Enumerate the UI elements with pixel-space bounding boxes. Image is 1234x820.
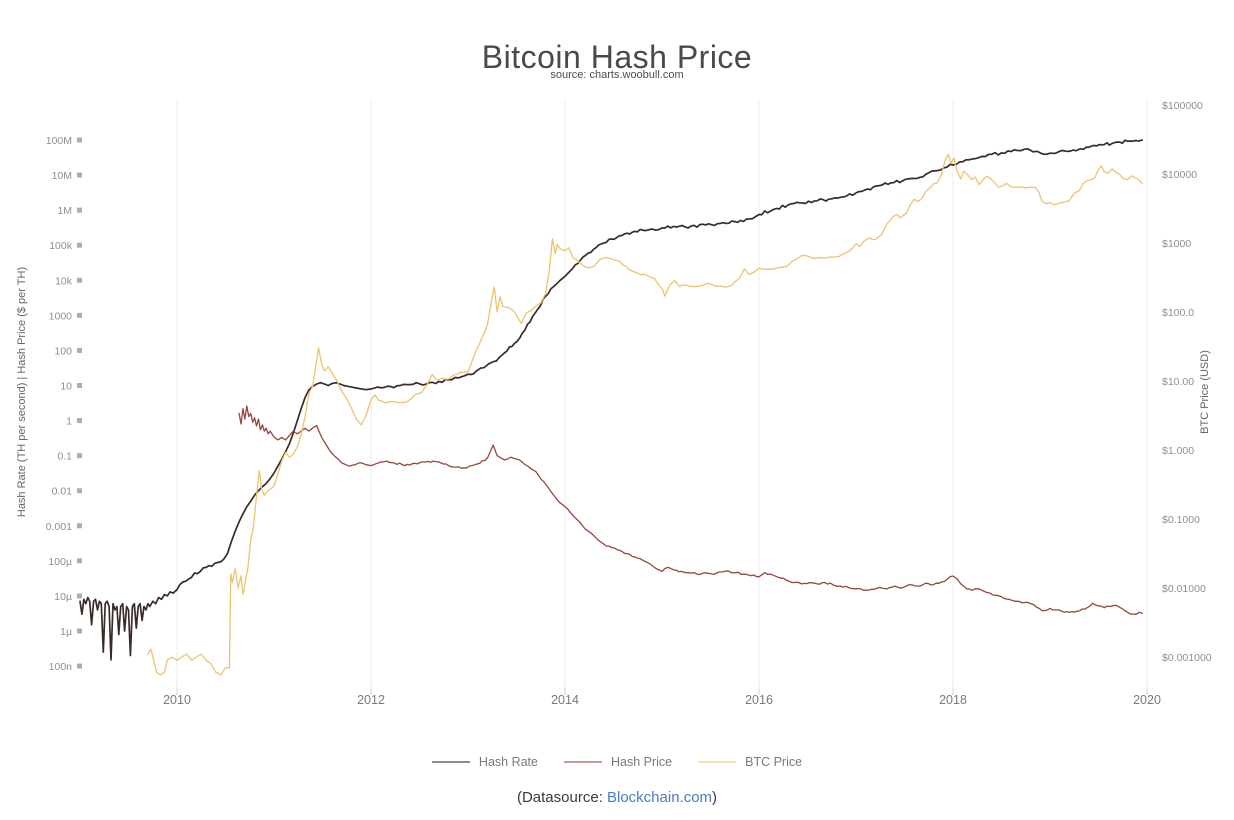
y-left-tick-label: 100n bbox=[49, 661, 73, 673]
y-left-tick-label: 1 bbox=[66, 416, 72, 428]
datasource-suffix: ) bbox=[712, 789, 718, 806]
y-left-tick-square bbox=[77, 277, 82, 283]
y-right-tick-label: $1000 bbox=[1162, 238, 1191, 250]
legend-item-btc-price[interactable]: BTC Price bbox=[698, 755, 802, 769]
legend-item-hash-price[interactable]: Hash Price bbox=[563, 755, 673, 769]
y-left-tick-square bbox=[77, 172, 82, 178]
y-left-tick-square bbox=[77, 488, 82, 494]
y-left-tick-label: 100M bbox=[46, 135, 72, 147]
y-left-tick-square bbox=[77, 593, 82, 599]
blockchain-link[interactable]: Blockchain.com bbox=[607, 789, 713, 806]
legend-label: Hash Price bbox=[610, 755, 673, 769]
btc-price-swatch bbox=[698, 761, 737, 763]
chart-title: Bitcoin Hash Price bbox=[481, 39, 753, 76]
legend-label: Hash Rate bbox=[478, 755, 538, 769]
y-right-tick-label: $100000 bbox=[1162, 100, 1203, 112]
legend-label: BTC Price bbox=[745, 755, 803, 769]
datasource-line: (Datasource: Blockchain.com) bbox=[0, 789, 1234, 806]
y-left-tick-label: 0.1 bbox=[57, 451, 72, 463]
y-left-tick-label: 10M bbox=[52, 170, 72, 182]
y-left-tick-square bbox=[77, 418, 82, 424]
left-axis-title: Hash Rate (TH per second) | Hash Price (… bbox=[16, 267, 28, 517]
y-left-tick-square bbox=[77, 242, 82, 248]
y-left-tick-label: 0.001 bbox=[46, 521, 72, 533]
y-right-tick-label: $10.00 bbox=[1162, 376, 1194, 388]
y-left-tick-square bbox=[77, 558, 82, 564]
y-left-tick-label: 1µ bbox=[60, 626, 72, 638]
series-hash-rate-line bbox=[79, 139, 1144, 661]
y-left-tick-square bbox=[77, 207, 82, 213]
y-left-tick-label: 10µ bbox=[54, 591, 72, 603]
y-right-tick-label: $0.001000 bbox=[1162, 652, 1212, 664]
y-left-tick-label: 1M bbox=[57, 205, 72, 217]
y-left-tick-square bbox=[77, 382, 82, 388]
x-tick-label: 2014 bbox=[551, 693, 579, 707]
y-right-tick-label: $0.1000 bbox=[1162, 514, 1200, 526]
x-tick-label: 2016 bbox=[745, 693, 773, 707]
x-tick-label: 2020 bbox=[1133, 693, 1161, 707]
y-left-tick-square bbox=[77, 347, 82, 353]
x-tick-label: 2012 bbox=[357, 693, 385, 707]
plot-area[interactable]: 2010 2012 2014 2016 2018 2020 100M 10M 1M 100k 10k… bbox=[0, 0, 1234, 750]
x-tick-label: 2010 bbox=[163, 693, 191, 707]
y-left-tick-label: 10 bbox=[60, 380, 72, 392]
y-left-tick-label: 100µ bbox=[48, 556, 72, 568]
right-axis-title: BTC Price (USD) bbox=[1199, 350, 1211, 434]
y-right-tick-label: $10000 bbox=[1162, 169, 1197, 181]
legend-item-hash-rate[interactable]: Hash Rate bbox=[431, 755, 538, 769]
x-tick-label: 2018 bbox=[939, 693, 967, 707]
y-left-tick-square bbox=[77, 137, 82, 143]
series-hash-price-line bbox=[238, 405, 1143, 615]
hash-rate-swatch bbox=[431, 761, 470, 763]
y-left-tick-label: 10k bbox=[55, 275, 73, 287]
y-left-tick-square bbox=[77, 312, 82, 318]
legend: Hash Rate Hash Price BTC Price bbox=[0, 755, 1234, 769]
y-left-tick-label: 0.01 bbox=[52, 486, 73, 498]
y-left-tick-label: 100k bbox=[49, 240, 73, 252]
y-left-tick-label: 1000 bbox=[49, 310, 73, 322]
datasource-prefix: (Datasource: bbox=[516, 789, 607, 806]
y-left-tick-square bbox=[77, 453, 82, 459]
y-right-tick-label: $0.01000 bbox=[1162, 583, 1206, 595]
y-right-tick-label: $100.0 bbox=[1162, 307, 1194, 319]
chart-subtitle: source: charts.woobull.com bbox=[550, 69, 684, 81]
y-left-tick-square bbox=[77, 523, 82, 529]
y-right-tick-label: $1.000 bbox=[1162, 445, 1194, 457]
y-left-tick-square bbox=[77, 628, 82, 634]
series-btc-price-line bbox=[147, 153, 1143, 676]
y-left-tick-label: 100 bbox=[54, 345, 72, 357]
y-left-tick-square bbox=[77, 663, 82, 669]
hash-price-swatch bbox=[563, 761, 602, 763]
